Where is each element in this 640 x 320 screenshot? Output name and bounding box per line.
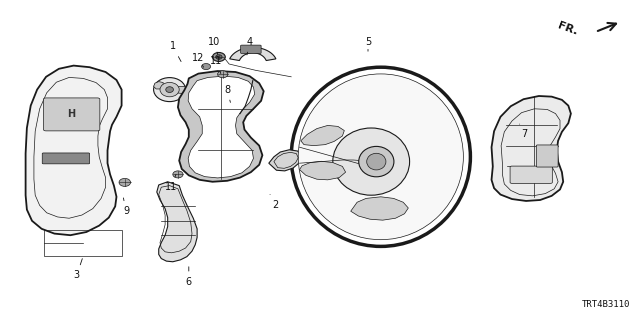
Text: 11: 11 xyxy=(164,174,177,192)
FancyBboxPatch shape xyxy=(510,166,552,183)
Ellipse shape xyxy=(119,179,131,186)
Polygon shape xyxy=(178,71,264,182)
Ellipse shape xyxy=(166,87,173,92)
Text: 5: 5 xyxy=(365,36,371,51)
Text: FR.: FR. xyxy=(557,20,579,37)
Text: 3: 3 xyxy=(74,259,83,280)
Ellipse shape xyxy=(216,55,222,59)
Ellipse shape xyxy=(358,147,394,177)
Polygon shape xyxy=(492,96,571,201)
Polygon shape xyxy=(157,182,197,262)
Ellipse shape xyxy=(333,128,410,195)
Text: 11: 11 xyxy=(210,56,223,74)
Polygon shape xyxy=(269,150,302,171)
FancyBboxPatch shape xyxy=(44,98,100,131)
Ellipse shape xyxy=(367,153,386,170)
Text: TRT4B3110: TRT4B3110 xyxy=(582,300,630,309)
Text: 9: 9 xyxy=(123,198,129,216)
Ellipse shape xyxy=(298,74,463,240)
Ellipse shape xyxy=(212,52,225,61)
Polygon shape xyxy=(188,76,255,178)
FancyBboxPatch shape xyxy=(42,153,90,164)
Ellipse shape xyxy=(160,83,179,97)
Text: 8: 8 xyxy=(224,84,230,102)
Ellipse shape xyxy=(218,71,228,78)
Polygon shape xyxy=(176,86,187,93)
Text: 2: 2 xyxy=(270,195,278,210)
Text: 12: 12 xyxy=(192,52,205,67)
FancyBboxPatch shape xyxy=(241,45,261,53)
FancyBboxPatch shape xyxy=(536,145,558,167)
Text: 7: 7 xyxy=(520,124,528,140)
Text: H: H xyxy=(68,108,76,119)
Text: 1: 1 xyxy=(170,41,181,61)
Text: 6: 6 xyxy=(186,267,192,287)
Text: 4: 4 xyxy=(246,36,253,55)
Ellipse shape xyxy=(154,78,186,102)
Text: 10: 10 xyxy=(208,36,221,54)
Ellipse shape xyxy=(173,171,183,178)
Polygon shape xyxy=(300,161,346,180)
Polygon shape xyxy=(301,125,344,146)
Polygon shape xyxy=(26,66,122,235)
Polygon shape xyxy=(230,47,276,60)
Ellipse shape xyxy=(291,67,470,246)
Ellipse shape xyxy=(202,64,211,70)
Polygon shape xyxy=(351,197,408,220)
Polygon shape xyxy=(154,82,163,89)
